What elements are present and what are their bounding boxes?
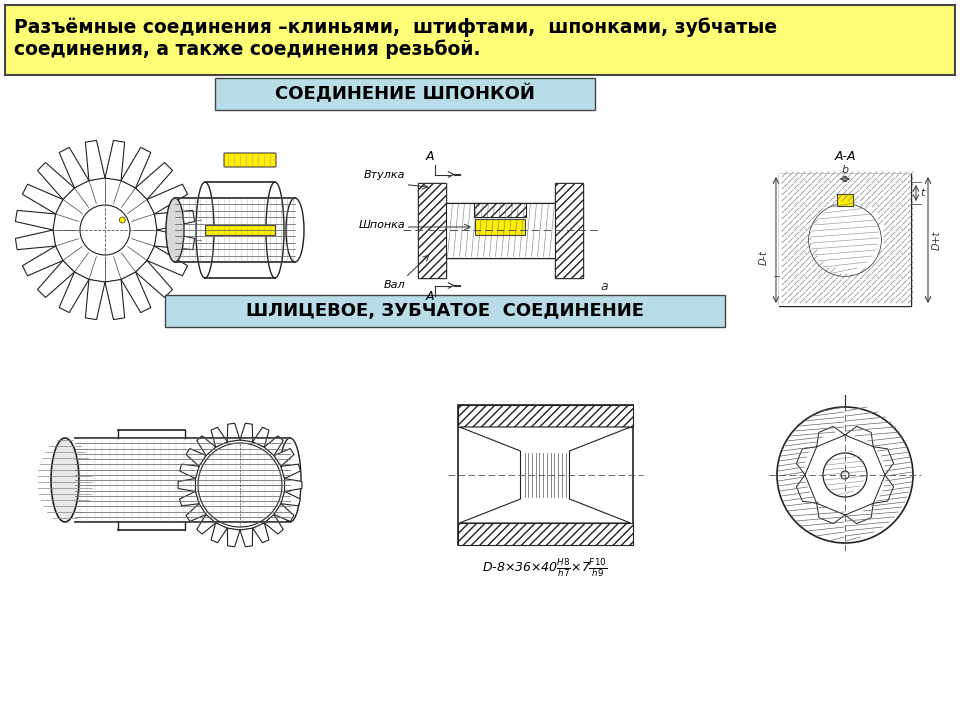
Polygon shape [197, 436, 216, 456]
Bar [165, 295, 725, 327]
Polygon shape [121, 148, 151, 188]
Circle shape [805, 435, 885, 515]
Text: D-t: D-t [759, 251, 769, 266]
Polygon shape [211, 427, 228, 447]
Text: Вал: Вал [384, 279, 405, 289]
Circle shape [119, 217, 126, 223]
Text: b: b [841, 165, 849, 175]
Bar [555, 182, 583, 277]
Text: A: A [425, 289, 434, 302]
Polygon shape [240, 528, 252, 546]
Polygon shape [186, 504, 206, 521]
Bar [474, 202, 526, 217]
Polygon shape [135, 261, 173, 297]
Polygon shape [418, 182, 583, 277]
Polygon shape [22, 184, 63, 214]
Bar [445, 202, 555, 258]
Polygon shape [15, 230, 56, 250]
Polygon shape [281, 492, 300, 506]
Text: $D$-8×36×40$\frac{H8}{h7}$×7$\frac{F10}{h9}$: $D$-8×36×40$\frac{H8}{h7}$×7$\frac{F10}{… [483, 557, 608, 580]
Bar [205, 225, 275, 235]
Text: Шпонка: Шпонка [359, 220, 405, 230]
Bar [5, 5, 955, 75]
Polygon shape [284, 479, 301, 492]
Polygon shape [37, 163, 75, 199]
Text: D+t: D+t [932, 230, 942, 250]
Polygon shape [121, 272, 151, 312]
Polygon shape [460, 427, 631, 523]
Bar [475, 219, 525, 235]
Polygon shape [797, 475, 817, 503]
Polygon shape [274, 449, 294, 467]
Text: A-A: A-A [834, 150, 855, 163]
Polygon shape [147, 184, 187, 214]
Polygon shape [15, 210, 56, 230]
Text: СОЕДИНЕНИЕ ШПОНКОЙ: СОЕДИНЕНИЕ ШПОНКОЙ [276, 84, 535, 104]
Polygon shape [105, 279, 125, 320]
Bar [837, 194, 853, 206]
Text: Втулка: Втулка [364, 171, 405, 181]
Circle shape [823, 453, 867, 497]
Ellipse shape [286, 198, 304, 262]
Ellipse shape [51, 438, 79, 522]
Bar [215, 78, 595, 110]
Polygon shape [85, 279, 105, 320]
Circle shape [195, 440, 285, 530]
Text: Разъёмные соединения –клиньями,  штифтами,  шпонками, зубчатые
соединения, а так: Разъёмные соединения –клиньями, штифтами… [14, 17, 778, 59]
Polygon shape [197, 515, 216, 534]
Text: ШЛИЦЕВОЕ, ЗУБЧАТОЕ  СОЕДИНЕНИЕ: ШЛИЦЕВОЕ, ЗУБЧАТОЕ СОЕДИНЕНИЕ [246, 302, 644, 320]
Polygon shape [874, 475, 894, 503]
Circle shape [809, 204, 881, 276]
Polygon shape [186, 449, 206, 467]
Polygon shape [240, 423, 252, 442]
Polygon shape [252, 523, 269, 543]
Polygon shape [211, 523, 228, 543]
Ellipse shape [196, 182, 214, 278]
Polygon shape [228, 423, 240, 442]
Ellipse shape [279, 438, 301, 522]
Polygon shape [60, 272, 89, 312]
Polygon shape [155, 210, 195, 230]
Polygon shape [60, 148, 89, 188]
Circle shape [809, 204, 881, 276]
Polygon shape [135, 163, 173, 199]
Ellipse shape [166, 198, 184, 262]
Polygon shape [180, 464, 199, 479]
Bar [779, 174, 911, 306]
Text: A: A [425, 150, 434, 163]
Polygon shape [817, 503, 845, 523]
Bar [458, 405, 633, 427]
Text: t: t [920, 188, 924, 198]
Polygon shape [155, 230, 195, 250]
Polygon shape [797, 446, 817, 475]
Bar [779, 174, 911, 306]
Text: a: a [601, 279, 608, 292]
Polygon shape [874, 446, 894, 475]
Polygon shape [85, 140, 105, 181]
Ellipse shape [266, 182, 284, 278]
Circle shape [777, 407, 913, 543]
Polygon shape [22, 246, 63, 276]
Polygon shape [179, 479, 196, 492]
FancyBboxPatch shape [224, 153, 276, 167]
Bar [418, 182, 445, 277]
Polygon shape [274, 504, 294, 521]
Bar [458, 405, 633, 545]
Polygon shape [147, 246, 187, 276]
Polygon shape [37, 261, 75, 297]
Polygon shape [845, 426, 874, 446]
Polygon shape [105, 140, 125, 181]
Polygon shape [264, 515, 283, 534]
Polygon shape [180, 492, 199, 506]
Polygon shape [228, 528, 240, 546]
Circle shape [841, 471, 849, 479]
Polygon shape [817, 426, 845, 446]
Polygon shape [264, 436, 283, 456]
Polygon shape [252, 427, 269, 447]
Polygon shape [845, 503, 874, 523]
Bar [458, 523, 633, 545]
Polygon shape [281, 464, 300, 479]
Circle shape [53, 178, 157, 282]
